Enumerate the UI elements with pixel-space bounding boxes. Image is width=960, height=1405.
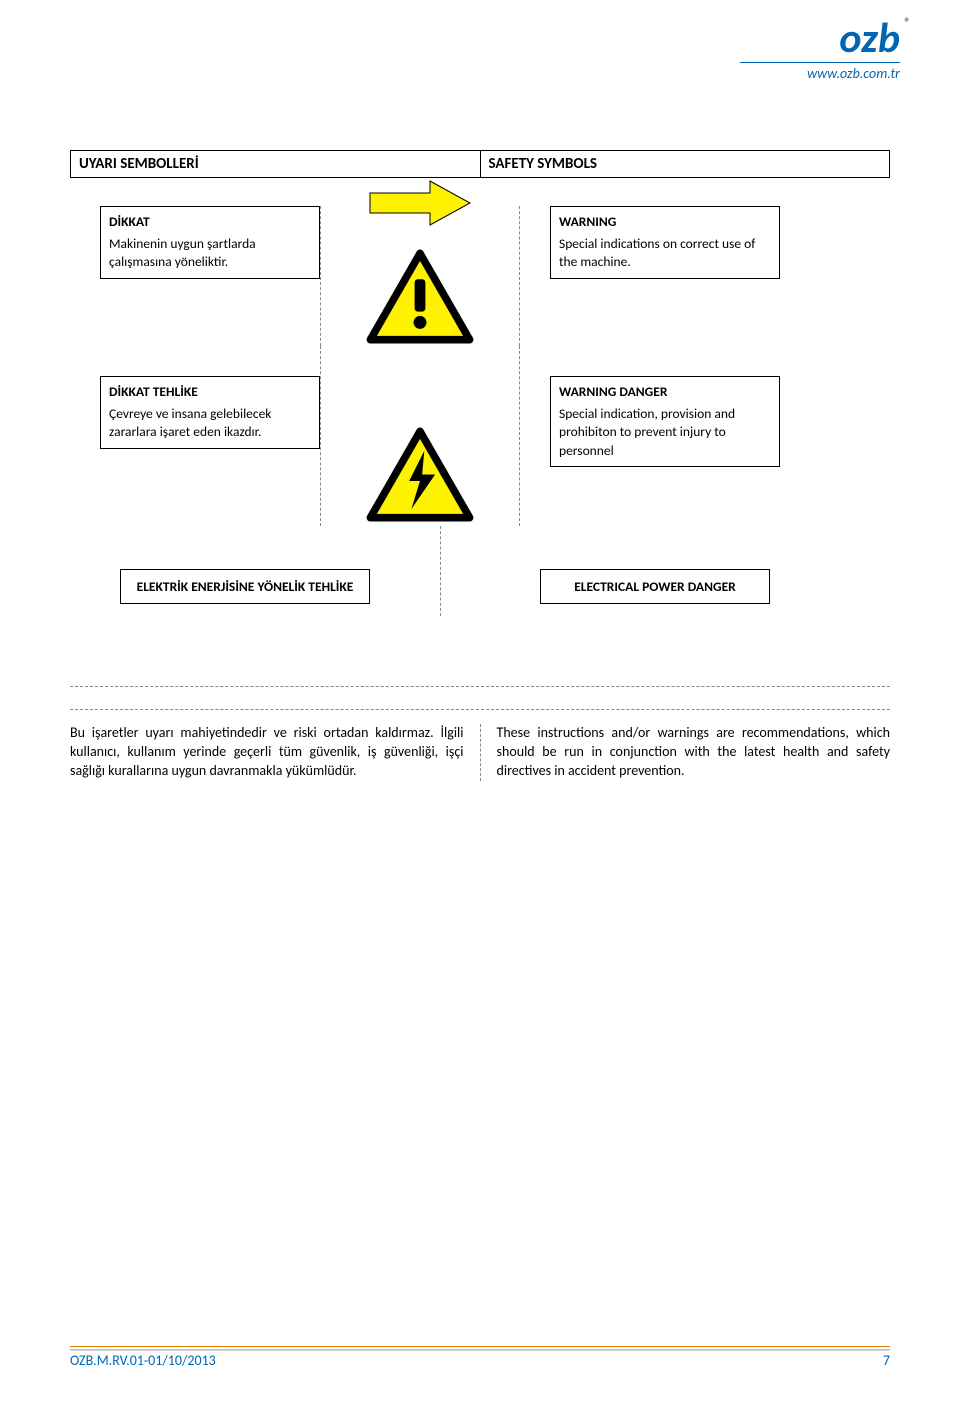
footer-line — [70, 1346, 890, 1347]
header-right: SAFETY SYMBOLS — [481, 151, 890, 177]
document-page: ozb ® www.ozb.com.tr UYARI SEMBOLLERİ SA… — [0, 0, 960, 1405]
box-warning-body: Special indications on correct use of th… — [559, 235, 771, 271]
box-warning-danger: WARNING DANGER Special indication, provi… — [550, 376, 780, 467]
footer-page-number: 7 — [883, 1352, 890, 1369]
box-dikkat-tehlike-body: Çevreye ve insana gelebilecek zararlara … — [109, 405, 311, 441]
footer-shadow — [70, 1349, 890, 1351]
symbol-row-3: ELEKTRİK ENERJİSİNE YÖNELİK TEHLİKE ELEC… — [70, 556, 890, 616]
symbol-row-1: DİKKAT Makinenin uygun şartlarda çalışma… — [70, 206, 890, 346]
header-left: UYARI SEMBOLLERİ — [71, 151, 481, 177]
box-elektrik: ELEKTRİK ENERJİSİNE YÖNELİK TEHLİKE — [120, 569, 370, 604]
box-warning: WARNING Special indications on correct u… — [550, 206, 780, 279]
logo-text: ozb ® — [740, 20, 900, 58]
page-footer: OZB.M.RV.01-01/10/2013 7 — [70, 1352, 890, 1369]
warning-triangle-icon — [365, 249, 475, 344]
footer-doc-id: OZB.M.RV.01-01/10/2013 — [70, 1352, 216, 1369]
box-warning-title: WARNING — [559, 213, 771, 231]
box-dikkat: DİKKAT Makinenin uygun şartlarda çalışma… — [100, 206, 320, 279]
paragraph-row: Bu işaretler uyarı mahiyetindedir ve ris… — [70, 724, 890, 781]
paragraph-left: Bu işaretler uyarı mahiyetindedir ve ris… — [70, 724, 476, 781]
box-electrical: ELECTRICAL POWER DANGER — [540, 569, 770, 604]
box-warning-danger-body: Special indication, provision and prohib… — [559, 405, 771, 460]
brand-logo: ozb ® www.ozb.com.tr — [740, 20, 900, 82]
registered-icon: ® — [904, 18, 910, 29]
box-dikkat-body: Makinenin uygun şartlarda çalışmasına yö… — [109, 235, 311, 271]
symbol-row-2: DİKKAT TEHLİKE Çevreye ve insana gelebil… — [70, 376, 890, 526]
arrow-icon — [360, 175, 480, 231]
electric-triangle-icon — [365, 427, 475, 522]
box-dikkat-title: DİKKAT — [109, 213, 311, 231]
box-dikkat-tehlike-title: DİKKAT TEHLİKE — [109, 383, 311, 401]
box-dikkat-tehlike: DİKKAT TEHLİKE Çevreye ve insana gelebil… — [100, 376, 320, 449]
paragraph-right: These instructions and/or warnings are r… — [485, 724, 891, 781]
logo-url: www.ozb.com.tr — [740, 65, 900, 82]
box-warning-danger-title: WARNING DANGER — [559, 383, 771, 401]
paragraph-divider — [480, 724, 481, 781]
divider-1 — [70, 686, 890, 687]
section-header-row: UYARI SEMBOLLERİ SAFETY SYMBOLS — [70, 150, 890, 178]
divider-2 — [70, 709, 890, 710]
